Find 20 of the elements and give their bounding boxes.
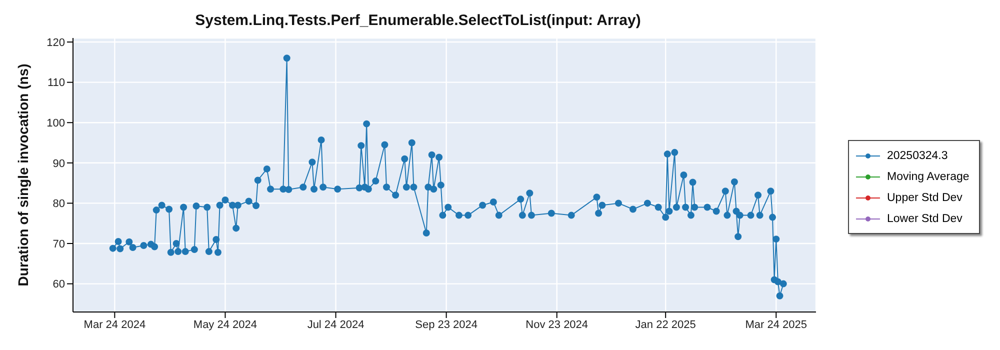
legend-label: Upper Std Dev [887,192,962,204]
y-tick-label: 90 [52,158,65,170]
x-tick-label: Mar 24 2024 [84,318,146,331]
x-tick-label: Sep 23 2024 [415,318,478,331]
chart-title: System.Linq.Tests.Perf_Enumerable.SelectToList(input: Array) [194,12,642,29]
y-axis-title: Duration of single invocation (ns) [14,64,31,286]
y-tick-label: 100 [46,118,65,130]
y-tick-label: 120 [46,36,65,49]
y-tick-label: 80 [52,198,65,210]
x-tick-label: Jul 24 2024 [307,318,364,331]
x-tick-label: May 24 2024 [193,318,258,331]
legend-label: Lower Std Dev [887,212,962,224]
y-tick-label: 110 [47,77,65,90]
legend-label: Moving Average [887,170,970,182]
y-tick-label: 60 [52,278,65,291]
x-tick-label: Jan 22 2025 [635,318,696,331]
legend-label: 20250324.3 [887,150,948,162]
x-tick-label: Mar 24 2025 [745,318,808,331]
y-tick-label: 70 [52,238,65,250]
x-tick-label: Nov 23 2024 [526,318,588,331]
